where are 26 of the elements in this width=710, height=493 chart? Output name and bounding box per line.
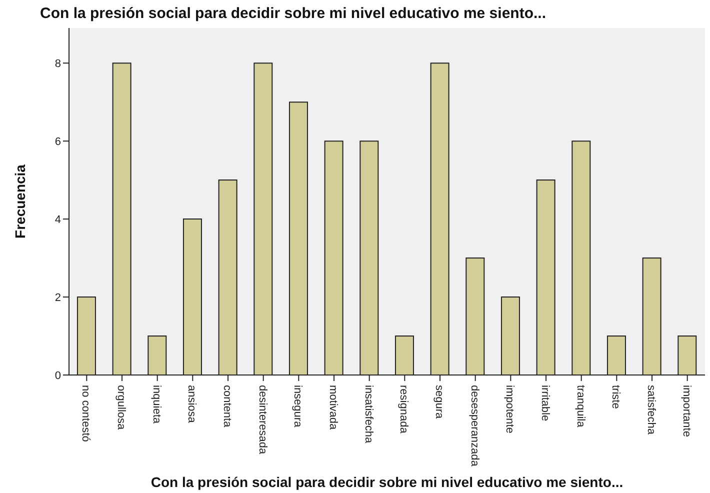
- x-tick-label: importante: [680, 385, 692, 437]
- x-tick-label: tranquila: [574, 385, 586, 428]
- x-tick-label: satisfecha: [645, 385, 657, 436]
- y-axis-title: Frecuencia: [12, 164, 28, 238]
- x-tick-label: impotente: [504, 385, 516, 434]
- x-tick-label: orgullosa: [115, 385, 127, 431]
- y-tick-label: 8: [54, 58, 61, 70]
- x-tick-label: irritable: [539, 385, 551, 422]
- chart-title: Con la presión social para decidir sobre mi nivel educativo me siento...: [40, 5, 546, 22]
- y-tick-label: 2: [54, 292, 61, 304]
- x-tick-label: desinteresada: [256, 385, 268, 455]
- x-tick-label: resignada: [398, 385, 410, 434]
- x-tick-label: contenta: [221, 385, 233, 428]
- x-tick-label: motivada: [327, 385, 339, 431]
- x-tick-label: inquieta: [150, 385, 162, 424]
- x-axis-title: Con la presión social para decidir sobre mi nivel educativo me siento...: [150, 474, 624, 490]
- x-tick-label: ansiosa: [186, 385, 198, 424]
- y-tick-label: 6: [54, 136, 61, 148]
- y-tick-label: 4: [54, 214, 61, 226]
- x-tick-label: insatisfecha: [362, 385, 374, 444]
- x-tick-label: no contestó: [80, 385, 92, 442]
- x-tick-label: segura: [433, 385, 445, 420]
- x-tick-label: triste: [610, 385, 622, 409]
- y-tick-label: 0: [54, 370, 61, 382]
- x-tick-label: desesperanzada: [468, 385, 480, 468]
- x-tick-label: insegura: [292, 385, 304, 428]
